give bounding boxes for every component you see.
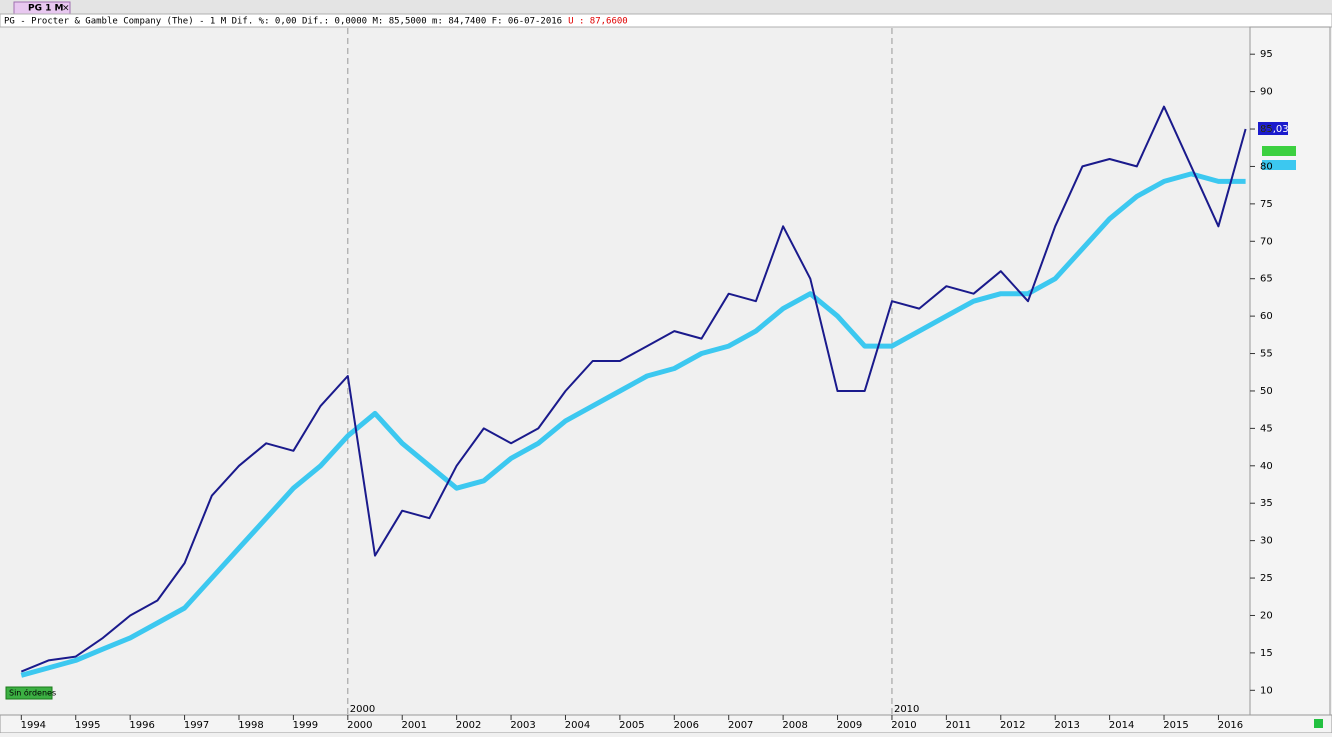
y-tick-label: 90 <box>1260 87 1273 98</box>
y-tick-label: 30 <box>1260 536 1273 547</box>
x-tick-label: 2006 <box>674 720 699 731</box>
status-box <box>5 686 53 700</box>
tab-close[interactable]: × <box>62 4 70 14</box>
x-tick-label: 1998 <box>238 720 263 731</box>
y-tick-label: 80 <box>1260 161 1273 172</box>
x-tick-label: 2013 <box>1054 720 1079 731</box>
y-tick-label: 85 <box>1260 124 1273 135</box>
header-bar <box>0 13 1332 28</box>
x-tick-label: 2001 <box>401 720 426 731</box>
y-tick-label: 75 <box>1260 199 1273 210</box>
y-tick-label: 15 <box>1260 648 1273 659</box>
ma-box <box>1262 160 1296 170</box>
x-tick-label: 1994 <box>21 720 46 731</box>
x-tick-label: 1996 <box>129 720 154 731</box>
y-tick-label: 70 <box>1260 236 1273 247</box>
x-tick-label: 2011 <box>946 720 971 731</box>
header-info: PG - Procter & Gamble Company (The) - 1 … <box>4 17 562 27</box>
status-icon[interactable] <box>1314 719 1323 728</box>
y-axis-panel <box>1249 26 1331 716</box>
header-last: U : 87,6600 <box>568 17 628 27</box>
x-tick-label: 2010 <box>891 720 916 731</box>
y-tick-label: 55 <box>1260 349 1273 360</box>
y-tick-label: 25 <box>1260 573 1273 584</box>
y-tick-label: 45 <box>1260 423 1273 434</box>
x-tick-label: 1997 <box>184 720 209 731</box>
x-tick-label: 1995 <box>75 720 100 731</box>
x-tick-label: 2015 <box>1163 720 1188 731</box>
period-label: 2000 <box>350 704 375 715</box>
y-tick-label: 20 <box>1260 610 1273 621</box>
x-tick-label: 2004 <box>565 720 590 731</box>
period-label: 2010 <box>894 704 919 715</box>
tab-label: PG 1 M <box>28 4 64 14</box>
series-line <box>20 105 1247 673</box>
x-tick-label: 2000 <box>347 720 372 731</box>
price-box-label: 85,03 <box>1260 124 1289 135</box>
y-tick-label: 40 <box>1260 461 1273 472</box>
x-tick-label: 2012 <box>1000 720 1025 731</box>
x-tick-label: 2003 <box>510 720 535 731</box>
y-tick-label: 60 <box>1260 311 1273 322</box>
status-text: Sin órdenes <box>9 688 56 698</box>
x-tick-label: 1999 <box>293 720 318 731</box>
y-tick-label: 50 <box>1260 386 1273 397</box>
price-box <box>1258 122 1288 135</box>
y-tick-label: 65 <box>1260 274 1273 285</box>
y-tick-label: 10 <box>1260 685 1273 696</box>
y-tick-label: 35 <box>1260 498 1273 509</box>
x-tick-label: 2016 <box>1218 720 1243 731</box>
x-tick-label: 2009 <box>837 720 862 731</box>
x-tick-label: 2002 <box>456 720 481 731</box>
ma-box <box>1262 146 1296 156</box>
x-tick-label: 2014 <box>1109 720 1134 731</box>
y-tick-label: 95 <box>1260 49 1273 60</box>
series-line <box>20 171 1246 678</box>
x-tick-label: 2005 <box>619 720 644 731</box>
tab-bar <box>0 0 1332 14</box>
x-tick-label: 2007 <box>728 720 753 731</box>
x-tick-label: 2008 <box>782 720 807 731</box>
